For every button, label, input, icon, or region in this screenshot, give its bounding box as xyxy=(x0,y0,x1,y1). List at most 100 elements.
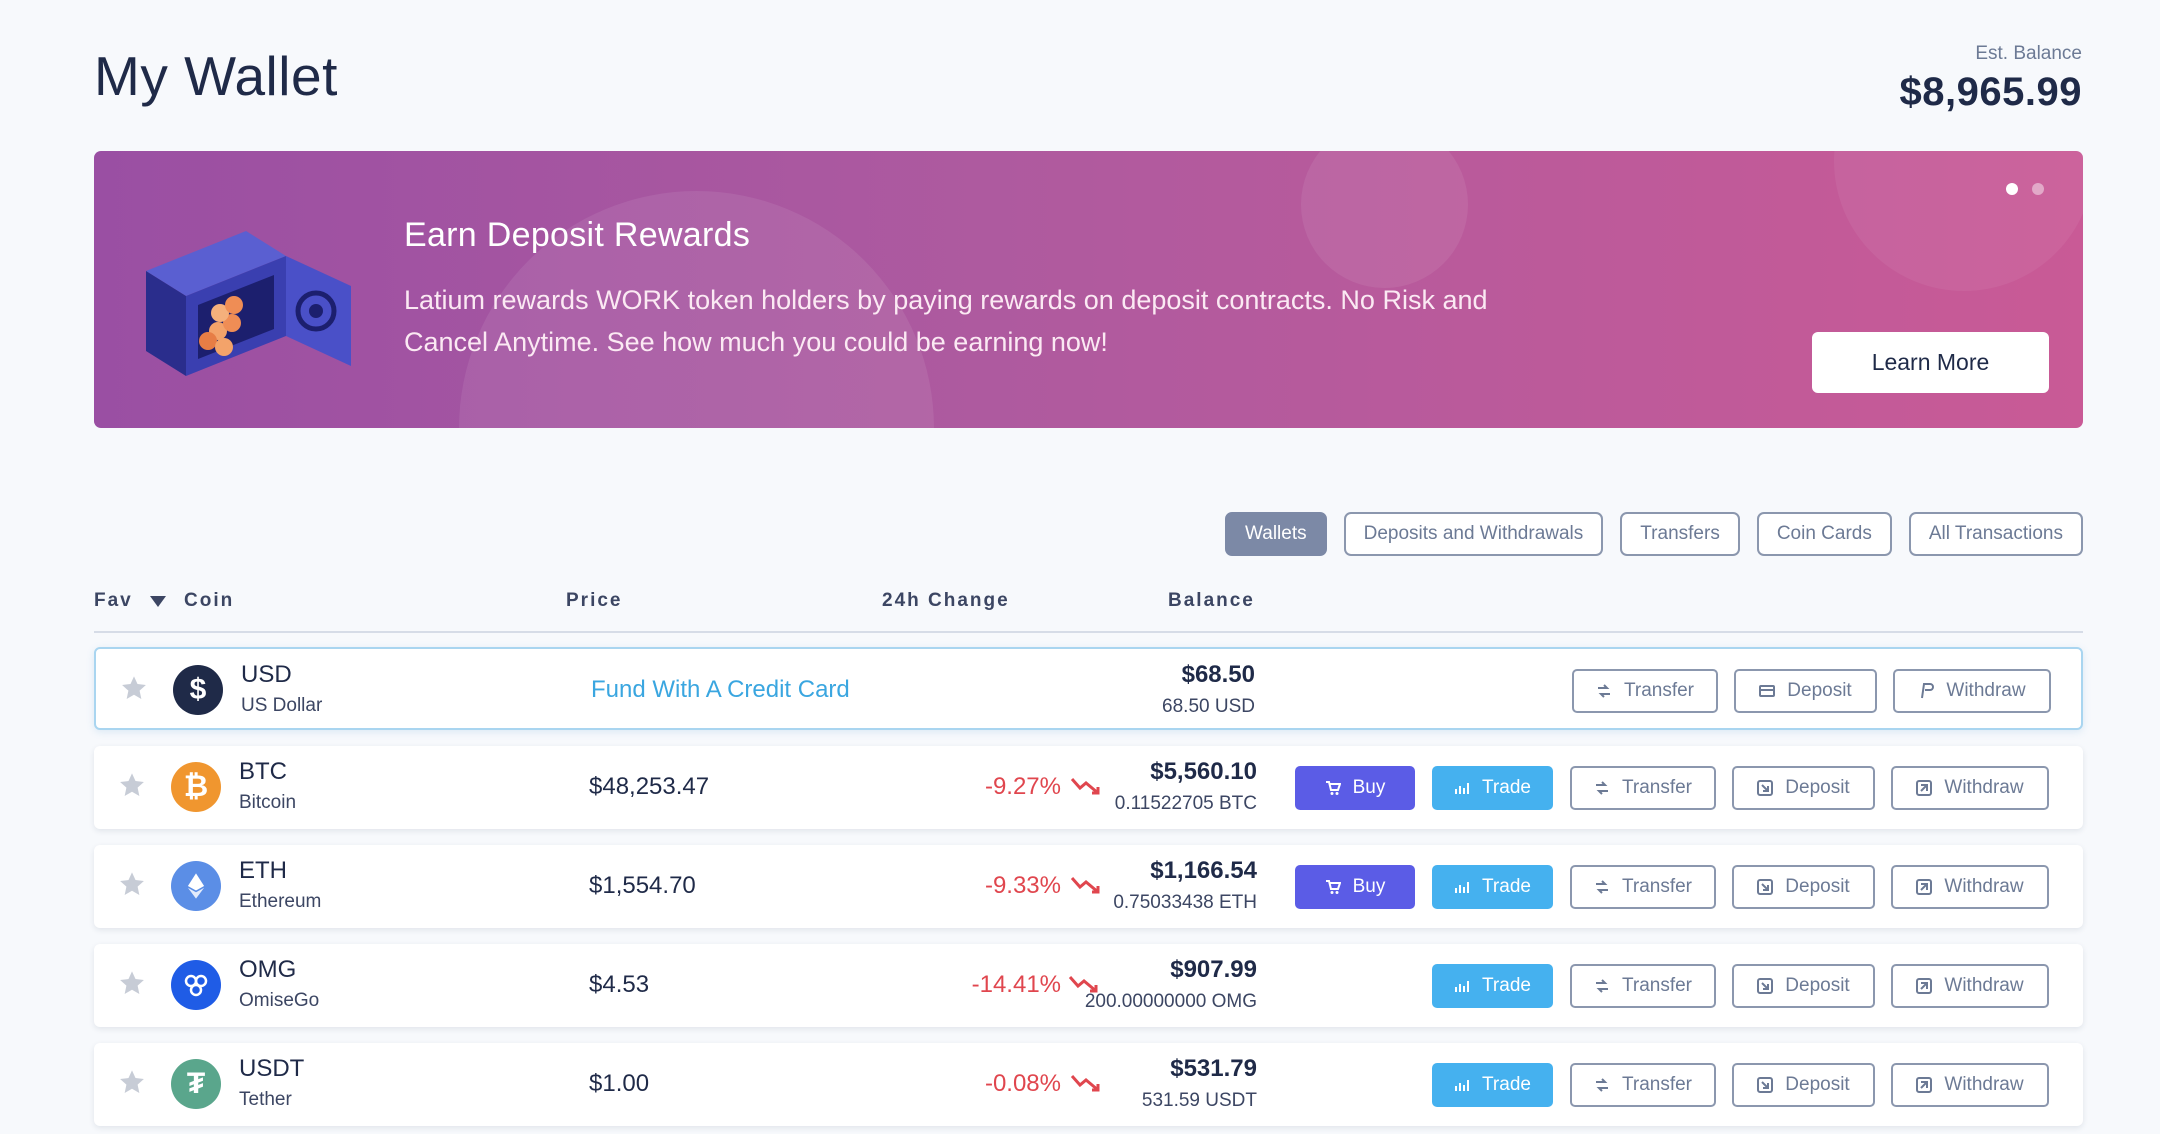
column-coin[interactable]: Coin xyxy=(184,590,235,611)
bar-chart-icon xyxy=(1455,783,1470,794)
trade-label: Trade xyxy=(1482,975,1531,996)
balance-value: $68.50 xyxy=(1181,661,1255,688)
buy-button[interactable]: Buy xyxy=(1295,865,1415,909)
cart-icon xyxy=(1325,781,1341,795)
change-value: -9.27% xyxy=(703,773,1061,801)
favorite-star-icon[interactable] xyxy=(118,969,146,997)
balance-amount: 531.59 USDT xyxy=(1141,1090,1257,1111)
column-balance[interactable]: Balance xyxy=(1168,590,1255,611)
deposit-label: Deposit xyxy=(1785,876,1850,897)
withdraw-button[interactable]: Withdraw xyxy=(1891,964,2049,1008)
favorite-star-icon[interactable] xyxy=(118,1068,146,1096)
tab-transfers[interactable]: Transfers xyxy=(1620,512,1740,556)
withdraw-icon xyxy=(1916,879,1933,895)
table-row: $ USD US Dollar Fund With A Credit Card … xyxy=(94,647,2083,730)
withdraw-icon xyxy=(1916,1077,1933,1093)
favorite-star-icon[interactable] xyxy=(118,771,146,799)
withdraw-button[interactable]: Withdraw xyxy=(1891,865,2049,909)
column-24h-change[interactable]: 24h Change xyxy=(882,590,1010,611)
sort-descending-icon[interactable] xyxy=(150,596,166,607)
balance-value: $5,560.10 xyxy=(1150,758,1257,785)
carousel-dot-1[interactable] xyxy=(2006,183,2018,195)
change-percent: -0.08% xyxy=(984,1070,1061,1097)
banner-decoration xyxy=(1301,151,1468,288)
balance-amount: 0.11522705 BTC xyxy=(1114,793,1257,814)
tab-all-transactions[interactable]: All Transactions xyxy=(1908,512,2083,556)
withdraw-label: Withdraw xyxy=(1946,680,2026,701)
trade-button[interactable]: Trade xyxy=(1432,964,1553,1008)
balance-value: $531.79 xyxy=(1170,1055,1257,1082)
deposit-button[interactable]: Deposit xyxy=(1732,1063,1875,1107)
tab-coin-cards[interactable]: Coin Cards xyxy=(1756,512,1892,556)
trade-label: Trade xyxy=(1482,777,1531,798)
trend-down-icon xyxy=(1070,1075,1100,1092)
transfer-button[interactable]: Transfer xyxy=(1570,964,1716,1008)
transfer-button[interactable]: Transfer xyxy=(1570,766,1716,810)
change-percent: -14.41% xyxy=(971,971,1061,998)
table-row: ₿ BTC Bitcoin $48,253.47 -9.27% $5,560.1… xyxy=(94,746,2083,829)
coin-name: US Dollar xyxy=(241,695,323,716)
page-title: My Wallet xyxy=(94,45,338,107)
transfer-button[interactable]: Transfer xyxy=(1572,669,1718,713)
table-row: OMG OmiseGo $4.53 -14.41% $907.99 200.00… xyxy=(94,944,2083,1027)
learn-more-button[interactable]: Learn More xyxy=(1812,332,2049,393)
transfer-button[interactable]: Transfer xyxy=(1570,865,1716,909)
coin-price: $1.00 xyxy=(589,1070,650,1097)
banner-title: Earn Deposit Rewards xyxy=(404,216,751,254)
transfer-label: Transfer xyxy=(1621,975,1693,996)
omisego-icon xyxy=(171,960,221,1010)
deposit-button[interactable]: Deposit xyxy=(1734,669,1877,713)
deposit-icon xyxy=(1757,879,1774,895)
trade-button[interactable]: Trade xyxy=(1432,766,1553,810)
coin-symbol: ETH xyxy=(239,857,287,884)
favorite-star-icon[interactable] xyxy=(118,870,146,898)
coin-name: OmiseGo xyxy=(239,990,320,1011)
carousel-dot-2[interactable] xyxy=(2032,183,2044,195)
bitcoin-icon: ₿ xyxy=(171,762,221,812)
dollar-icon: $ xyxy=(173,665,223,715)
coin-price: $1,554.70 xyxy=(589,872,696,899)
column-fav[interactable]: Fav xyxy=(94,590,133,611)
coin-symbol: OMG xyxy=(239,956,297,983)
est-balance-value: $8,965.99 xyxy=(1899,70,2082,114)
withdraw-button[interactable]: Withdraw xyxy=(1891,766,2049,810)
tether-icon: ₮ xyxy=(171,1059,221,1109)
transfer-icon xyxy=(1595,979,1608,993)
est-balance-label: Est. Balance xyxy=(1975,43,2082,64)
deposit-label: Deposit xyxy=(1785,975,1850,996)
trend-down-icon xyxy=(1070,877,1100,894)
transfer-button[interactable]: Transfer xyxy=(1570,1063,1716,1107)
table-row: ETH Ethereum $1,554.70 -9.33% $1,166.54 … xyxy=(94,845,2083,928)
deposit-button[interactable]: Deposit xyxy=(1732,964,1875,1008)
buy-button[interactable]: Buy xyxy=(1295,766,1415,810)
withdraw-button[interactable]: Withdraw xyxy=(1893,669,2051,713)
tab-deposits-and-withdrawals[interactable]: Deposits and Withdrawals xyxy=(1343,512,1604,556)
deposit-label: Deposit xyxy=(1785,777,1850,798)
trade-button[interactable]: Trade xyxy=(1432,865,1553,909)
deposit-button[interactable]: Deposit xyxy=(1732,766,1875,810)
balance-value: $1,166.54 xyxy=(1150,857,1257,884)
wallet-tabs: Wallets Deposits and Withdrawals Transfe… xyxy=(1225,512,2083,556)
withdraw-label: Withdraw xyxy=(1944,975,2024,996)
coin-name: Tether xyxy=(239,1089,292,1110)
deposit-icon xyxy=(1757,978,1774,994)
tab-wallets[interactable]: Wallets xyxy=(1225,512,1327,556)
fund-credit-card-link[interactable]: Fund With A Credit Card xyxy=(591,676,850,703)
transfer-icon xyxy=(1595,781,1608,795)
transfer-label: Transfer xyxy=(1621,777,1693,798)
change-value: -0.08% xyxy=(703,1070,1061,1098)
column-price[interactable]: Price xyxy=(566,590,623,611)
coin-symbol: USD xyxy=(241,661,292,688)
paypal-icon xyxy=(1921,683,1935,699)
withdraw-button[interactable]: Withdraw xyxy=(1891,1063,2049,1107)
coin-price: $4.53 xyxy=(589,971,650,998)
transfer-icon xyxy=(1597,684,1610,698)
trade-button[interactable]: Trade xyxy=(1432,1063,1553,1107)
withdraw-label: Withdraw xyxy=(1944,777,2024,798)
change-value: -14.41% xyxy=(703,971,1061,999)
banner-decoration xyxy=(1834,151,2083,291)
favorite-star-icon[interactable] xyxy=(120,674,148,702)
transfer-icon xyxy=(1595,880,1608,894)
table-row: ₮ USDT Tether $1.00 -0.08% $531.79 531.5… xyxy=(94,1043,2083,1126)
deposit-button[interactable]: Deposit xyxy=(1732,865,1875,909)
